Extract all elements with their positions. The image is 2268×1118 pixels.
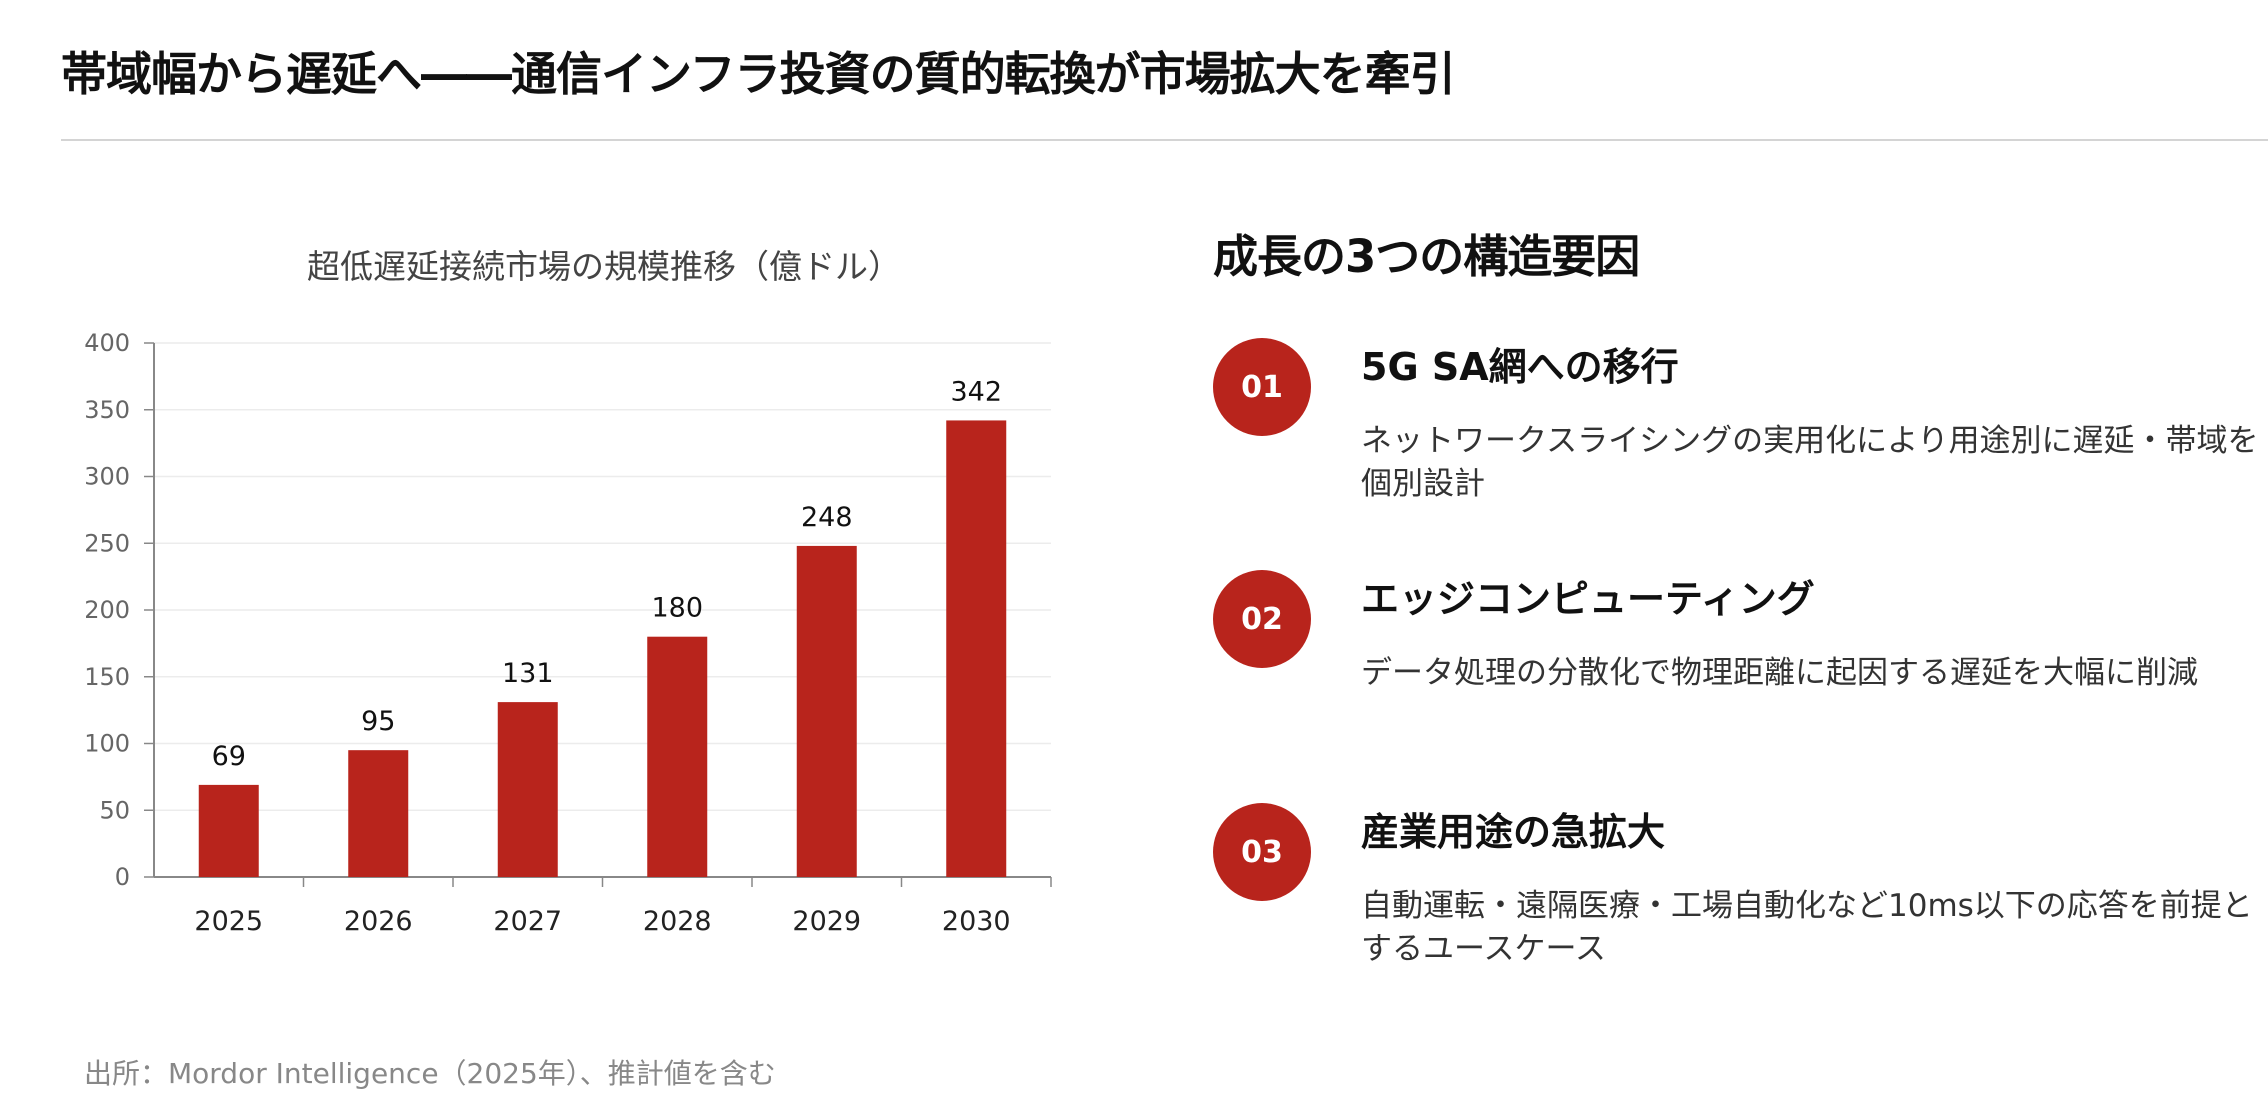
footnote: 出所：Mordor Intelligence（2025年）、推計値を含む	[84, 1057, 776, 1090]
y-tick-label: 400	[84, 329, 130, 357]
y-tick-label: 150	[84, 663, 130, 691]
number-badge: 02	[1213, 570, 1311, 668]
data-label: 131	[502, 658, 554, 689]
y-tick-label: 250	[84, 529, 130, 557]
number-badge: 03	[1213, 803, 1311, 901]
y-tick-label: 0	[115, 863, 130, 891]
y-tick-label: 200	[84, 596, 130, 624]
x-tick-label: 2027	[493, 906, 562, 937]
data-label: 95	[361, 706, 395, 737]
y-tick-label: 100	[84, 730, 130, 758]
data-label: 342	[950, 376, 1002, 407]
data-label: 248	[801, 502, 853, 533]
y-tick-label: 350	[84, 396, 130, 424]
factor-description: ネットワークスライシングの実用化により用途別に遅延・帯域を個別設計	[1361, 423, 2259, 502]
x-tick-label: 2026	[344, 906, 413, 937]
y-tick-label: 50	[99, 796, 130, 824]
bar-2029	[796, 545, 857, 877]
chart-title: 超低遅延接続市場の規模推移（億ドル）	[307, 247, 901, 286]
factor-description: 自動運転・遠隔医療・工場自動化など10ms以下の応答を前提とするユースケース	[1361, 888, 2253, 967]
factor-title: 産業用途の急拡大	[1361, 810, 1666, 854]
bar-2027	[497, 702, 558, 877]
bar-2026	[348, 750, 409, 877]
bar-2028	[647, 636, 708, 877]
data-label: 180	[651, 593, 703, 624]
y-tick-label: 300	[84, 463, 130, 491]
factors-heading: 成長の3つの構造要因	[1213, 230, 1640, 283]
bar-2025	[198, 784, 259, 877]
x-tick-label: 2030	[942, 906, 1011, 937]
title-divider	[61, 139, 2268, 141]
bar-chart: 0 50 100 150 200 250 300 350 400 69 2025 95 2026 131 2…	[84, 329, 1052, 937]
bar-2030	[946, 420, 1007, 877]
data-label: 69	[212, 741, 246, 772]
factor-title: 5G SA網への移行	[1361, 345, 1679, 389]
x-tick-label: 2025	[194, 906, 263, 937]
factor-description: データ処理の分散化で物理距離に起因する遅延を大幅に削減	[1361, 655, 2198, 691]
factor-title: エッジコンピューティング	[1361, 577, 1815, 621]
x-tick-label: 2029	[792, 906, 861, 937]
number-badge: 01	[1213, 338, 1311, 436]
page-title: 帯域幅から遅延へ――通信インフラ投資の質的転換が市場拡大を牽引	[61, 47, 1456, 101]
x-tick-label: 2028	[643, 906, 712, 937]
